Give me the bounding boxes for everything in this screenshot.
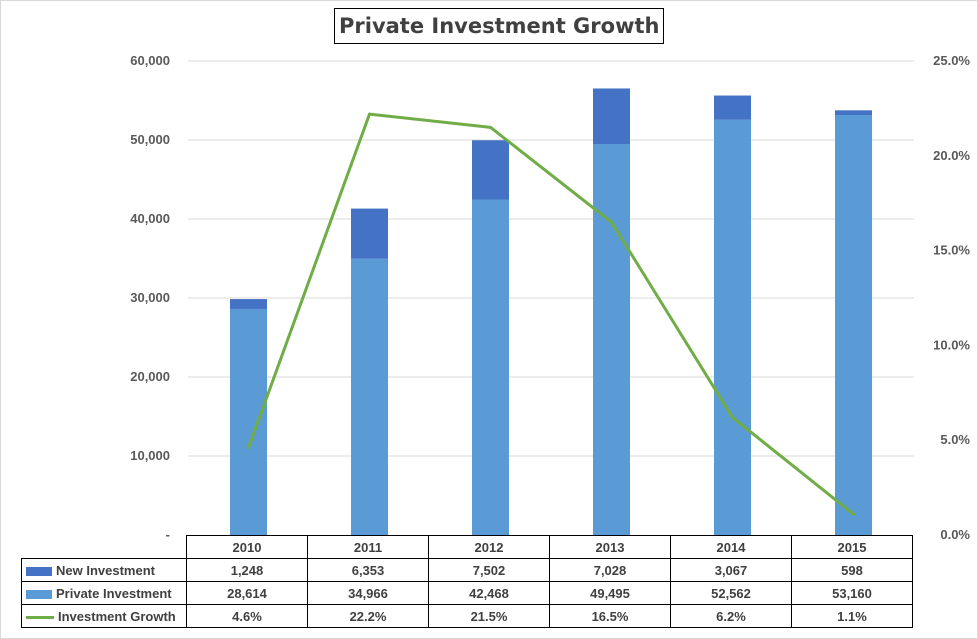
bar-series: [230, 88, 872, 536]
data-table: 2010 2011 2012 2013 2014 2015 New Invest…: [21, 535, 913, 628]
line-point: [489, 125, 492, 129]
y-left-tick-label: -: [166, 527, 170, 542]
bar-private-investment: [351, 258, 388, 535]
legend-entry-private-investment: Private Investment: [21, 581, 187, 605]
data-table-row-private-investment: Private Investment 28,614 34,966 42,468 …: [21, 581, 913, 605]
y-left-tick-label: 50,000: [130, 132, 170, 147]
category-label: 2011: [307, 535, 429, 559]
y-left-tick-label: 60,000: [130, 53, 170, 68]
data-label: 4.6%: [186, 604, 308, 628]
series-name: New Investment: [56, 562, 155, 578]
data-label: 598: [791, 558, 913, 582]
y-right-tick-label: 20.0%: [933, 148, 970, 163]
data-label: 53,160: [791, 581, 913, 605]
data-label: 52,562: [670, 581, 792, 605]
line-point: [610, 220, 613, 224]
data-label: 1,248: [186, 558, 308, 582]
line-point: [368, 112, 371, 116]
bar-new-investment: [835, 110, 872, 116]
y-right-tick-label: 5.0%: [940, 432, 970, 447]
data-table-row-new-investment: New Investment 1,248 6,353 7,502 7,028 3…: [21, 558, 913, 582]
data-label: 28,614: [186, 581, 308, 605]
bar-private-investment: [714, 119, 751, 536]
line-point: [731, 415, 734, 419]
y-right-tick-label: 25.0%: [933, 53, 970, 68]
legend-entry-new-investment: New Investment: [21, 558, 187, 582]
data-label: 6,353: [307, 558, 429, 582]
data-table-header-row: 2010 2011 2012 2013 2014 2015: [22, 535, 913, 559]
y-left-tick-label: 40,000: [130, 211, 170, 226]
series-name: Investment Growth: [58, 608, 176, 624]
data-table-row-investment-growth: Investment Growth 4.6% 22.2% 21.5% 16.5%…: [21, 604, 913, 628]
data-label: 21.5%: [428, 604, 550, 628]
bar-new-investment: [351, 208, 388, 259]
legend-key-private-investment: [26, 589, 52, 599]
category-label: 2010: [186, 535, 308, 559]
category-label: 2015: [791, 535, 913, 559]
series-name: Private Investment: [56, 585, 172, 601]
bar-private-investment: [472, 199, 509, 535]
y-right-tick-label: 0.0%: [940, 527, 970, 542]
y-axis-left: - 10,000 20,000 30,000 40,000 50,000 60,000: [130, 53, 170, 542]
category-label: 2014: [670, 535, 792, 559]
y-right-tick-label: 10.0%: [933, 337, 970, 352]
data-label: 7,502: [428, 558, 550, 582]
bar-private-investment: [835, 115, 872, 535]
data-label: 3,067: [670, 558, 792, 582]
bar-private-investment: [593, 143, 630, 535]
data-label: 7,028: [549, 558, 671, 582]
data-label: 1.1%: [791, 604, 913, 628]
line-point: [247, 446, 250, 450]
line-point: [852, 512, 855, 516]
legend-entry-investment-growth: Investment Growth: [21, 604, 187, 628]
data-label: 42,468: [428, 581, 550, 605]
y-left-tick-label: 20,000: [130, 369, 170, 384]
data-label: 16.5%: [549, 604, 671, 628]
data-label: 6.2%: [670, 604, 792, 628]
chart-title: Private Investment Growth: [334, 8, 665, 44]
bar-private-investment: [230, 308, 267, 535]
line-series: [247, 112, 855, 516]
category-label: 2013: [549, 535, 671, 559]
bar-new-investment: [714, 95, 751, 120]
data-label: 49,495: [549, 581, 671, 605]
bar-new-investment: [230, 299, 267, 309]
bar-new-investment: [472, 140, 509, 200]
y-right-tick-label: 15.0%: [933, 243, 970, 258]
category-label: 2012: [428, 535, 550, 559]
y-left-tick-label: 10,000: [130, 448, 170, 463]
line-investment-growth: [247, 112, 855, 516]
legend-key-investment-growth: [26, 615, 54, 619]
bar-new-investment: [593, 88, 630, 144]
data-table-corner: [22, 536, 187, 559]
data-label: 34,966: [307, 581, 429, 605]
legend-key-new-investment: [26, 566, 52, 576]
y-left-tick-label: 30,000: [130, 290, 170, 305]
data-label: 22.2%: [307, 604, 429, 628]
y-axis-right: 0.0% 5.0% 10.0% 15.0% 20.0% 25.0%: [933, 53, 970, 542]
gridlines: [188, 60, 914, 457]
